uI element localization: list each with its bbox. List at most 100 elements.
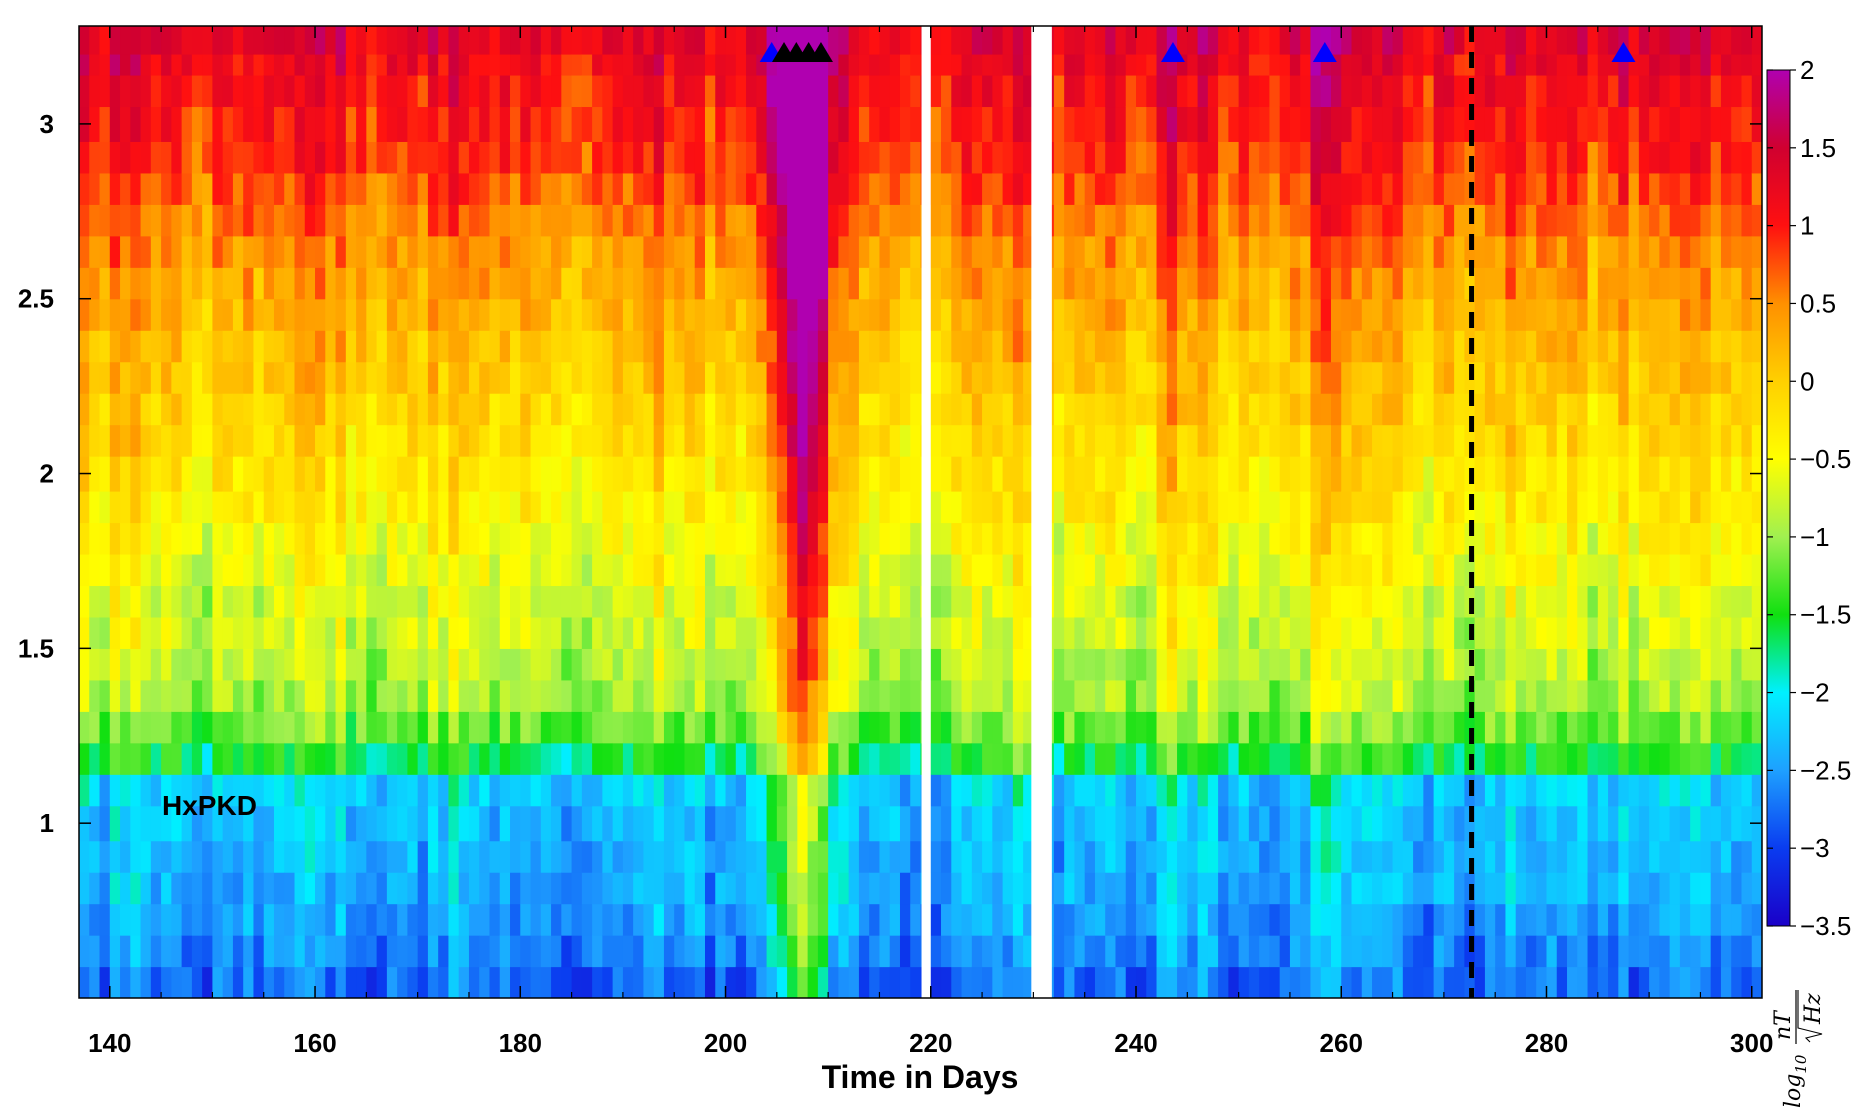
heatmap-cell <box>1690 872 1702 905</box>
heatmap-cell <box>899 74 911 108</box>
heatmap-cell <box>982 491 993 524</box>
heatmap-cell <box>858 235 870 268</box>
heatmap-cell <box>99 204 111 237</box>
heatmap-cell <box>1679 585 1691 618</box>
heatmap-cell <box>561 553 573 587</box>
heatmap-cell <box>1146 106 1158 142</box>
heatmap-cell <box>1289 522 1301 555</box>
heatmap-cell <box>602 679 614 712</box>
heatmap-cell <box>1577 26 1589 55</box>
heatmap-cell <box>1628 26 1640 55</box>
heatmap-cell <box>345 393 357 426</box>
heatmap-cell <box>879 491 891 524</box>
heatmap-cell <box>356 267 367 300</box>
heatmap-cell <box>263 648 275 681</box>
heatmap-cell <box>1587 456 1599 492</box>
heatmap-cell <box>1023 393 1034 426</box>
heatmap-cell <box>191 774 203 807</box>
heatmap-cell <box>1669 711 1681 744</box>
heatmap-cell <box>1064 840 1076 873</box>
heatmap-cell <box>807 966 819 998</box>
heatmap-cell <box>879 805 891 842</box>
heatmap-cell <box>1279 393 1291 426</box>
heatmap-cell <box>1012 903 1024 936</box>
heatmap-cell <box>756 361 768 394</box>
heatmap-cell <box>1659 172 1671 205</box>
heatmap-cell <box>510 491 521 524</box>
heatmap-cell <box>1228 53 1240 76</box>
heatmap-cell <box>1053 522 1065 555</box>
heatmap-cell <box>1556 393 1568 426</box>
heatmap-cell <box>581 840 593 873</box>
heatmap-cell <box>982 26 993 55</box>
heatmap-cell <box>797 840 809 873</box>
heatmap-cell <box>304 298 316 331</box>
heatmap-cell <box>735 172 747 205</box>
heatmap-cell <box>1330 235 1342 268</box>
heatmap-cell <box>1484 616 1496 649</box>
heatmap-cell <box>171 679 183 712</box>
heatmap-cell <box>746 966 757 998</box>
heatmap-cell <box>1495 393 1507 426</box>
heatmap-cell <box>1166 53 1178 76</box>
heatmap-cell <box>1392 106 1404 142</box>
heatmap-cell <box>1341 742 1353 775</box>
heatmap-cell <box>735 805 747 842</box>
heatmap-cell <box>704 74 716 108</box>
heatmap-cell <box>715 361 727 394</box>
heatmap-cell <box>1679 805 1691 842</box>
heatmap-cell <box>551 872 562 905</box>
heatmap-cell <box>663 553 675 587</box>
heatmap-cell <box>109 742 121 775</box>
heatmap-cell <box>1700 840 1712 873</box>
heatmap-cell <box>889 522 901 555</box>
heatmap-cell <box>1330 679 1342 712</box>
heatmap-cell <box>161 330 172 363</box>
heatmap-cell <box>468 235 480 268</box>
heatmap-cell <box>715 491 727 524</box>
heatmap-cell <box>1094 204 1106 237</box>
heatmap-cell <box>1310 935 1322 968</box>
heatmap-cell <box>869 141 881 174</box>
heatmap-cell <box>232 172 244 205</box>
heatmap-cell <box>1372 172 1383 205</box>
heatmap-cell <box>1659 648 1671 681</box>
heatmap-cell <box>1023 774 1034 807</box>
heatmap-cell <box>1115 393 1127 426</box>
heatmap-cell <box>1649 522 1660 555</box>
heatmap-cell <box>951 424 963 457</box>
heatmap-cell <box>674 235 686 268</box>
heatmap-cell <box>1525 393 1537 426</box>
heatmap-cell <box>1320 330 1332 363</box>
heatmap-cell <box>99 141 111 174</box>
heatmap-cell <box>787 935 798 968</box>
heatmap-cell <box>1156 361 1168 394</box>
heatmap-cell <box>520 424 532 457</box>
heatmap-cell <box>294 26 306 55</box>
heatmap-cell <box>1454 805 1465 842</box>
heatmap-cell <box>1443 361 1455 394</box>
heatmap-cell <box>1638 872 1650 905</box>
heatmap-cell <box>930 456 942 492</box>
heatmap-cell <box>715 553 727 587</box>
heatmap-cell <box>181 966 193 998</box>
heatmap-cell <box>571 585 583 618</box>
heatmap-cell <box>612 361 624 394</box>
heatmap-cell <box>181 74 193 108</box>
heatmap-cell <box>930 172 942 205</box>
heatmap-cell <box>1023 106 1034 142</box>
heatmap-cell <box>735 424 747 457</box>
heatmap-cell <box>1269 840 1281 873</box>
heatmap-cell <box>1330 840 1342 873</box>
heatmap-cell <box>376 330 388 363</box>
heatmap-cell <box>540 26 552 55</box>
heatmap-cell <box>407 106 419 142</box>
heatmap-cell <box>1197 267 1209 300</box>
heatmap-cell <box>1618 361 1630 394</box>
heatmap-cell <box>1679 553 1691 587</box>
heatmap-cell <box>99 267 111 300</box>
heatmap-cell <box>243 53 255 76</box>
heatmap-cell <box>1413 53 1424 76</box>
heatmap-cell <box>202 330 214 363</box>
heatmap-cell <box>1300 456 1312 492</box>
